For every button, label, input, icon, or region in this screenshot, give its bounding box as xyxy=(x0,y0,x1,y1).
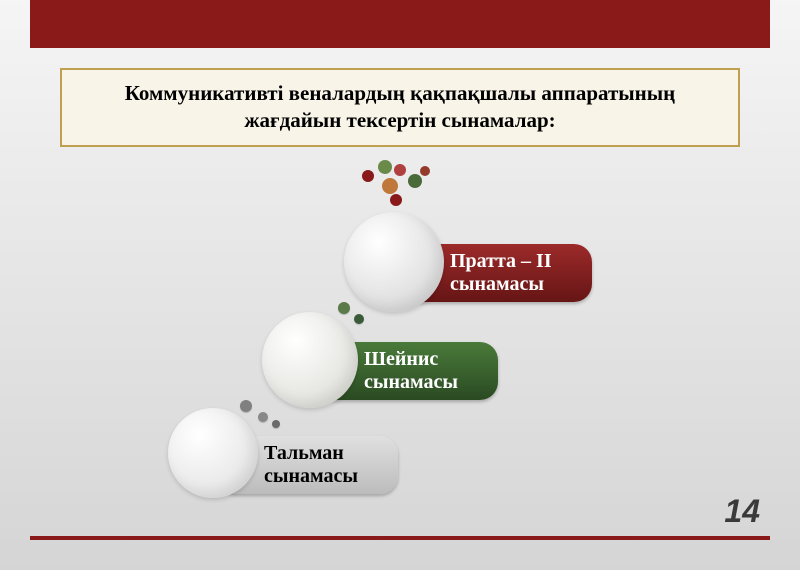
node-label-line2: сынамасы xyxy=(264,465,380,488)
node-label-line2: сынамасы xyxy=(364,371,480,394)
bottom-rule xyxy=(30,536,770,540)
dot-icon xyxy=(390,194,402,206)
node-label-line2: сынамасы xyxy=(450,273,574,296)
connector-dot xyxy=(258,412,268,422)
title-box: Коммуникативті веналардың қақпақшалы апп… xyxy=(60,68,740,147)
dot-icon xyxy=(394,164,406,176)
node-circle-talman xyxy=(168,408,258,498)
dot-icon xyxy=(382,178,398,194)
dot-icon xyxy=(420,166,430,176)
dot-icon xyxy=(362,170,374,182)
connector-dot xyxy=(354,314,364,324)
node-label-line1: Пратта – II xyxy=(450,250,574,273)
top-bar xyxy=(30,0,770,48)
node-label-line1: Шейнис xyxy=(364,348,480,371)
page-number: 14 xyxy=(724,493,760,530)
connector-dot xyxy=(272,420,280,428)
node-circle-pratta xyxy=(344,212,444,312)
dot-icon xyxy=(378,160,392,174)
connector-dot xyxy=(338,302,350,314)
node-circle-sheinis xyxy=(262,312,358,408)
node-label-line1: Тальман xyxy=(264,442,380,465)
connector-dot xyxy=(240,400,252,412)
page-title: Коммуникативті веналардың қақпақшалы апп… xyxy=(125,81,676,132)
dot-icon xyxy=(408,174,422,188)
decorative-dots xyxy=(360,160,440,220)
